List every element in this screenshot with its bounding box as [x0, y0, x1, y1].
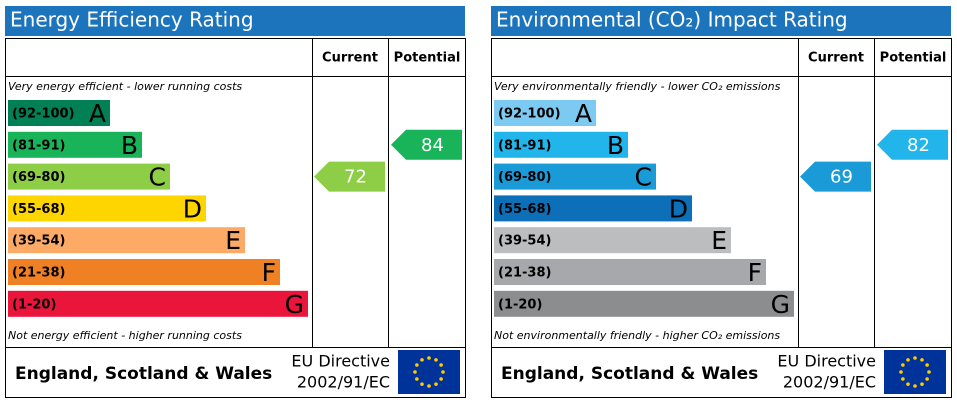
band-bar — [8, 227, 245, 254]
eu-star — [420, 358, 424, 362]
eu-star — [906, 382, 910, 386]
band-letter: B — [121, 131, 138, 160]
band-bar — [8, 163, 170, 190]
band-range: (55-68) — [12, 202, 65, 217]
eu-star — [913, 384, 917, 388]
band-range: (92-100) — [12, 107, 75, 122]
eu-star — [901, 363, 905, 367]
band-bar — [8, 195, 206, 222]
panel-title: Environmental (CO₂) Impact Rating — [496, 8, 848, 32]
band-letter: F — [748, 258, 762, 287]
band-range: (39-54) — [498, 234, 551, 249]
eu-star — [920, 382, 924, 386]
eu-star — [420, 382, 424, 386]
band-range: (1-20) — [12, 297, 56, 312]
band-bar — [494, 227, 731, 254]
band-range: (81-91) — [12, 138, 65, 153]
potential-arrow — [391, 129, 462, 160]
eu-star — [906, 358, 910, 362]
current-value: 69 — [830, 167, 853, 188]
band-letter: E — [225, 226, 241, 255]
eu-star — [925, 363, 929, 367]
band-bar — [494, 131, 628, 158]
top-note: Very environmentally friendly - lower CO… — [494, 80, 781, 93]
band-letter: C — [635, 163, 652, 192]
band-letter: G — [771, 290, 790, 319]
top-note: Very energy efficient - lower running co… — [8, 80, 242, 93]
eu-star — [899, 370, 903, 374]
band-range: (69-80) — [12, 170, 65, 185]
band-letter: F — [262, 258, 276, 287]
footer-region: England, Scotland & Wales — [501, 364, 758, 384]
eu-star — [434, 358, 438, 362]
eu-star — [441, 370, 445, 374]
band-letter: A — [89, 99, 106, 128]
eu-star — [434, 382, 438, 386]
band-bar — [8, 259, 280, 285]
band-letter: C — [149, 163, 166, 192]
title-bar — [5, 6, 465, 36]
band-bar — [8, 100, 110, 126]
band-letter: D — [183, 194, 202, 223]
band-bar — [494, 195, 692, 222]
directive-line: EU Directive — [777, 352, 876, 371]
band-range: (55-68) — [498, 202, 551, 217]
header-current: Current — [322, 51, 378, 66]
potential-value: 84 — [421, 135, 444, 156]
potential-value: 82 — [907, 135, 930, 156]
panel-title: Energy Efficiency Rating — [10, 8, 254, 32]
band-letter: A — [575, 99, 592, 128]
band-range: (92-100) — [498, 107, 561, 122]
band-range: (39-54) — [12, 234, 65, 249]
band-bar — [494, 259, 766, 285]
directive-line: EU Directive — [291, 352, 390, 371]
header-current: Current — [808, 51, 864, 66]
eu-star — [901, 377, 905, 381]
header-potential: Potential — [880, 51, 947, 66]
bottom-note: Not energy efficient - higher running co… — [8, 329, 242, 342]
header-potential: Potential — [394, 51, 461, 66]
band-bar — [494, 163, 656, 190]
title-bar — [491, 6, 951, 36]
eu-star — [439, 377, 443, 381]
band-letter: D — [669, 194, 688, 223]
band-range: (1-20) — [498, 297, 542, 312]
eu-star — [415, 377, 419, 381]
eu-star — [413, 370, 417, 374]
band-range: (21-38) — [498, 266, 551, 281]
potential-arrow — [877, 129, 948, 160]
current-value: 72 — [344, 167, 367, 188]
band-bar — [8, 131, 142, 158]
current-arrow — [314, 161, 385, 192]
directive-line: 2002/91/EC — [297, 373, 390, 392]
eu-star — [427, 356, 431, 360]
band-bar — [494, 290, 794, 317]
bottom-note: Not environmentally friendly - higher CO… — [494, 329, 780, 342]
current-arrow — [800, 161, 871, 192]
eu-star — [927, 370, 931, 374]
eu-star — [913, 356, 917, 360]
footer-region: England, Scotland & Wales — [15, 364, 272, 384]
band-range: (81-91) — [498, 138, 551, 153]
eu-star — [427, 384, 431, 388]
eu-star — [439, 363, 443, 367]
directive-line: 2002/91/EC — [783, 373, 876, 392]
eu-star — [925, 377, 929, 381]
band-range: (69-80) — [498, 170, 551, 185]
band-letter: B — [607, 131, 624, 160]
band-letter: E — [711, 226, 727, 255]
eu-star — [920, 358, 924, 362]
band-range: (21-38) — [12, 266, 65, 281]
band-bar — [494, 100, 596, 126]
band-bar — [8, 290, 308, 317]
band-letter: G — [285, 290, 304, 319]
eu-star — [415, 363, 419, 367]
